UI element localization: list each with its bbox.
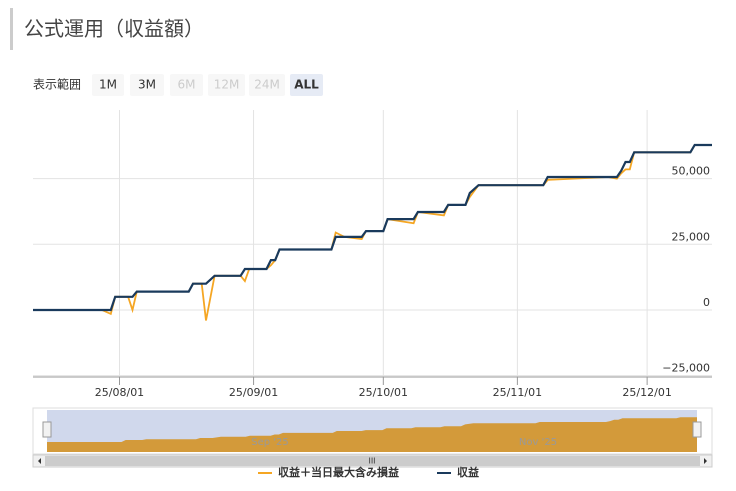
legend-label[interactable]: 収益＋当日最大含み損益: [278, 465, 399, 479]
range-button-label: 24M: [254, 78, 280, 92]
title-bar: [10, 8, 13, 50]
y-tick-label: −25,000: [662, 362, 710, 375]
range-button-label[interactable]: 3M: [138, 78, 156, 92]
y-tick-label: 25,000: [672, 230, 711, 243]
y-tick-label: 50,000: [672, 165, 711, 178]
x-tick-label: 25/10/01: [359, 386, 408, 399]
series-line: [33, 143, 712, 312]
x-tick-label: 25/09/01: [229, 386, 278, 399]
navigator-area: [47, 417, 697, 452]
plot-area: [33, 110, 712, 377]
range-button[interactable]: [130, 74, 164, 96]
range-button-label[interactable]: ALL: [294, 78, 319, 92]
range-button-label[interactable]: 1M: [99, 78, 117, 92]
navigator-handle[interactable]: [692, 421, 702, 438]
x-tick-label: 25/12/01: [622, 386, 671, 399]
legend-label[interactable]: 収益: [457, 465, 479, 479]
range-button[interactable]: [290, 74, 323, 96]
range-label: 表示範囲: [33, 77, 81, 92]
scrollbar-thumb[interactable]: [45, 456, 700, 466]
x-tick-label: 25/08/01: [95, 386, 144, 399]
scroll-grip: III: [368, 457, 375, 466]
x-tick-label: 25/11/01: [493, 386, 542, 399]
y-tick-label: 0: [703, 296, 710, 309]
navigator-label: Sep '25: [251, 437, 289, 448]
navigator-handle[interactable]: [42, 421, 52, 438]
range-button-label: 6M: [178, 78, 196, 92]
range-button: [170, 74, 203, 96]
range-button-label: 12M: [214, 78, 240, 92]
title: 公式運用（収益額）: [24, 17, 204, 41]
navigator-label: Nov '25: [519, 437, 557, 448]
range-button: [249, 74, 285, 96]
range-button[interactable]: [92, 74, 124, 96]
range-button: [208, 74, 245, 96]
